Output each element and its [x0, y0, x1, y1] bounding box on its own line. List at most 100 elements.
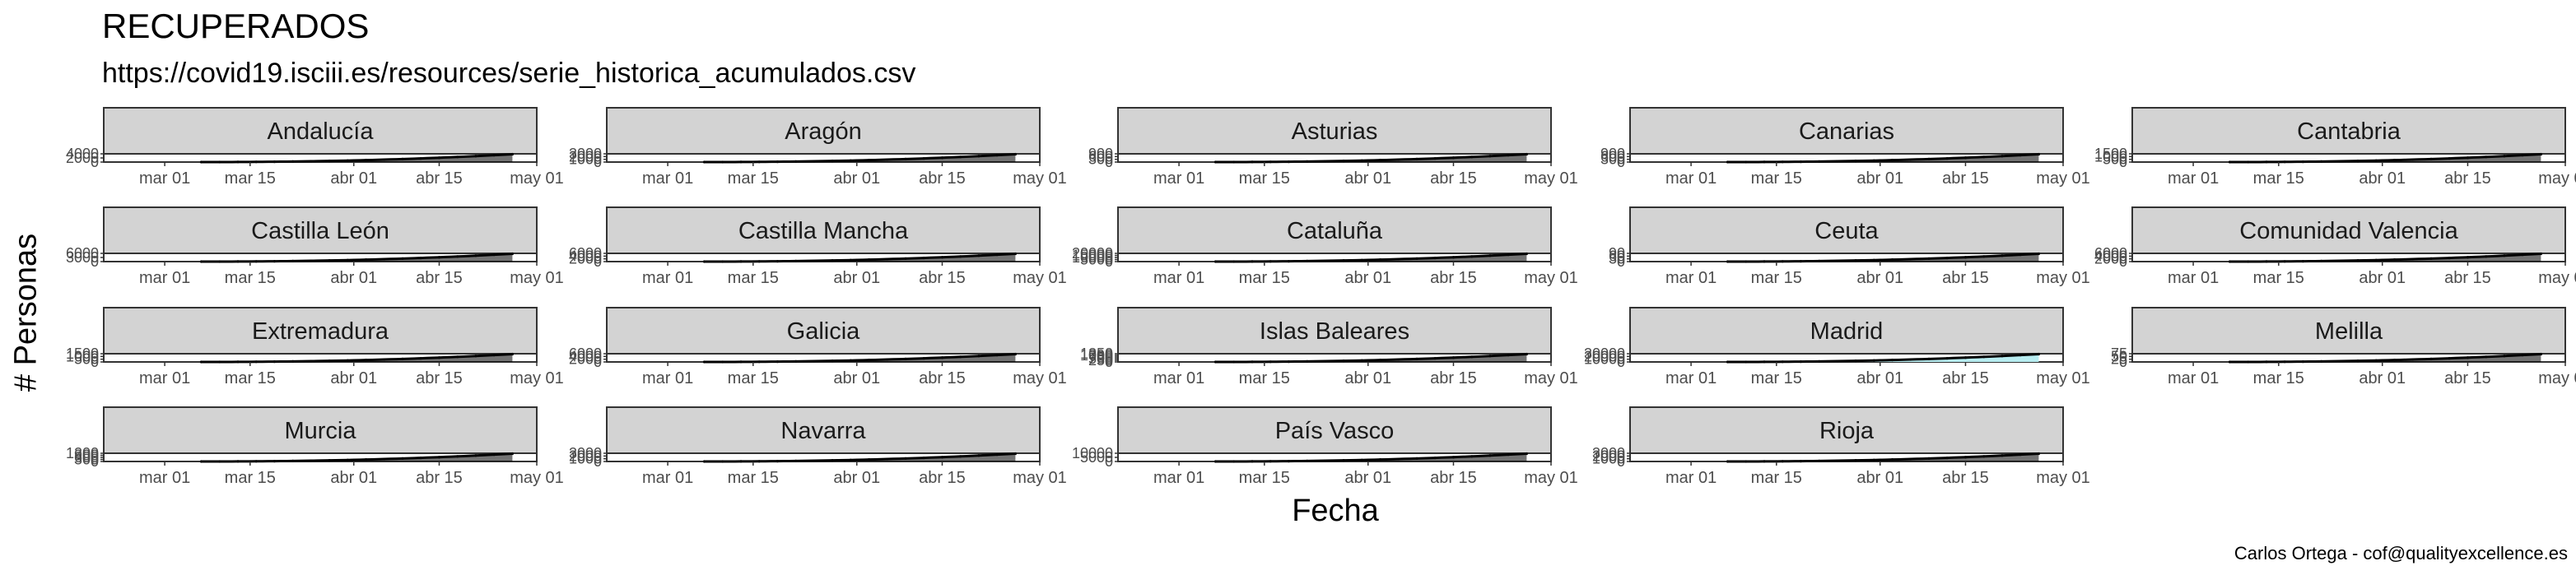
data-point — [2228, 360, 2232, 364]
y-tick-label: 0 — [91, 154, 99, 170]
data-point — [2320, 259, 2323, 262]
facet-label: Castilla León — [251, 218, 389, 244]
series-area — [2229, 354, 2541, 362]
data-point — [199, 460, 203, 463]
x-tick-label: abr 15 — [1430, 369, 1477, 387]
facet-label: Canarias — [1799, 118, 1894, 145]
facet-strip — [103, 107, 538, 155]
data-point — [2037, 152, 2040, 156]
data-point — [1963, 456, 1968, 459]
x-tick-label: mar 15 — [225, 269, 276, 287]
series-area — [1215, 354, 1527, 362]
data-point — [2019, 453, 2022, 457]
data-point — [1013, 352, 1017, 356]
y-tick-label: 20000 — [1584, 348, 1625, 364]
data-point — [1507, 253, 1510, 257]
facet-strip — [1629, 307, 2064, 355]
data-point — [794, 459, 798, 462]
data-point — [346, 359, 349, 362]
data-point — [419, 356, 422, 360]
data-point — [1433, 156, 1437, 160]
data-point — [1781, 460, 1784, 463]
x-tick-label: abr 15 — [416, 369, 463, 387]
data-point — [291, 160, 295, 163]
facet-strip — [1629, 107, 2064, 155]
series-area — [1727, 453, 2039, 461]
data-point — [218, 260, 221, 263]
data-point — [2539, 352, 2542, 356]
facet-strip — [2131, 206, 2566, 254]
y-tick-label: 1000 — [569, 151, 602, 168]
data-point — [739, 260, 743, 263]
y-tick-label: 0 — [1105, 154, 1113, 170]
data-point — [2356, 160, 2359, 163]
x-tick-label: abr 01 — [2359, 269, 2406, 287]
data-point — [273, 360, 276, 364]
facet-label: Galicia — [787, 318, 861, 345]
series-line — [1727, 452, 2039, 463]
y-tick-label: 0 — [1617, 154, 1625, 170]
data-point — [218, 160, 221, 164]
facet-strip — [606, 206, 1041, 254]
y-tick-label: 0 — [91, 453, 99, 470]
data-point — [2374, 159, 2378, 162]
y-tick-label: 500 — [1088, 350, 1113, 367]
data-point — [2338, 160, 2341, 163]
facet-strip — [606, 406, 1041, 454]
facet-label: Ceuta — [1814, 218, 1879, 244]
x-tick-label: abr 01 — [1344, 469, 1391, 487]
data-point — [2539, 152, 2542, 156]
data-point — [2411, 158, 2415, 161]
data-point — [1525, 352, 1528, 356]
series-area — [1215, 453, 1527, 461]
y-tick-label: 2000 — [2094, 251, 2127, 267]
data-point — [1451, 256, 1456, 259]
series-line — [1727, 352, 2039, 364]
data-point — [1726, 260, 1730, 263]
data-point — [2265, 160, 2268, 164]
data-point — [2247, 160, 2250, 164]
data-point — [1982, 155, 1986, 159]
data-point — [886, 457, 889, 461]
series-area — [2229, 154, 2541, 162]
data-point — [1763, 260, 1766, 263]
data-point — [273, 460, 276, 463]
data-point — [2283, 160, 2286, 164]
x-tick-label: may 01 — [510, 469, 564, 487]
data-point — [1872, 359, 1875, 362]
y-tick-label: 75 — [2111, 345, 2127, 362]
data-point — [1872, 258, 1875, 262]
data-point — [868, 159, 871, 162]
x-tick-label: mar 01 — [1153, 169, 1204, 188]
y-tick-label: 3000 — [569, 445, 602, 461]
data-point — [922, 356, 925, 360]
data-point — [977, 454, 981, 457]
y-tick-label: 0 — [91, 354, 99, 370]
y-tick-label: 2000 — [569, 447, 602, 464]
data-point — [1379, 258, 1382, 262]
y-tick-label: 6000 — [2094, 245, 2127, 262]
data-point — [2301, 160, 2304, 164]
data-point — [1342, 160, 1345, 163]
series-line — [1727, 252, 2039, 263]
data-point — [2001, 355, 2004, 358]
x-tick-label: abr 15 — [1942, 369, 1989, 387]
y-tick-label: 30000 — [1584, 345, 1625, 362]
data-point — [1342, 459, 1345, 462]
data-point — [346, 458, 349, 461]
series-area — [2229, 253, 2541, 262]
data-point — [794, 160, 798, 163]
data-point — [849, 359, 852, 362]
data-point — [218, 460, 221, 463]
data-point — [474, 254, 477, 257]
series-line — [1727, 152, 2039, 164]
data-point — [2411, 257, 2415, 261]
data-point — [437, 256, 441, 259]
data-point — [2429, 257, 2433, 260]
data-point — [1251, 460, 1254, 463]
data-point — [904, 157, 907, 160]
data-point — [510, 352, 515, 356]
x-tick-label: abr 01 — [1344, 369, 1391, 387]
y-tick-label: 2000 — [1592, 447, 1625, 464]
x-tick-label: abr 01 — [330, 269, 377, 287]
